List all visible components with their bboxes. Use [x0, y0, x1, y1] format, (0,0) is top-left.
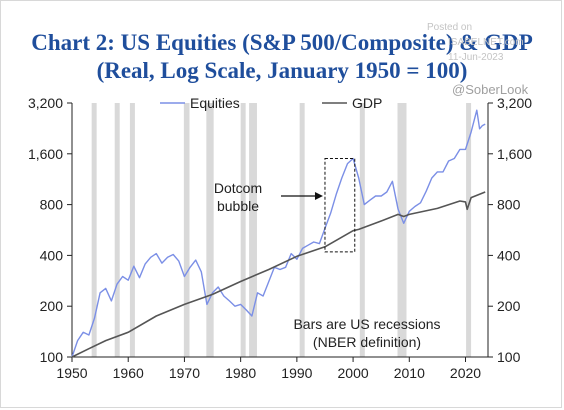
recession-bar-7: [249, 103, 257, 357]
recession-bar-9: [359, 103, 365, 357]
x-tick-label: 2000: [338, 365, 369, 381]
watermark-posted: Posted on: [427, 22, 473, 33]
dotcom-arrowhead: [314, 191, 323, 200]
y-tick-label-left: 800: [40, 197, 64, 213]
y-tick-label-right: 200: [497, 298, 521, 314]
y-tick-label-left: 100: [40, 349, 64, 365]
y-tick-label-right: 1,600: [497, 146, 532, 162]
chart-subtitle: (Real, Log Scale, January 1950 = 100): [96, 58, 468, 83]
dotcom-label: Dotcom: [214, 180, 262, 196]
dotcom-label: bubble: [217, 198, 259, 214]
recession-bar-6: [240, 103, 246, 357]
x-tick-label: 1960: [113, 365, 144, 381]
y-tick-label-right: 800: [497, 197, 521, 213]
y-tick-label-left: 200: [40, 298, 64, 314]
recession-bar-10: [397, 103, 407, 357]
x-tick-label: 1970: [169, 365, 200, 381]
y-tick-label-left: 1,600: [28, 146, 63, 162]
y-tick-label-left: 3,200: [28, 95, 63, 111]
dotcom-box: [324, 158, 356, 253]
recession-bar-3: [129, 103, 135, 357]
chart-title: Chart 2: US Equities (S&P 500/Composite)…: [31, 30, 533, 55]
x-tick-label: 2020: [450, 365, 481, 381]
recession-note: Bars are US recessions: [293, 316, 440, 332]
recession-bar-2: [114, 103, 120, 357]
x-tick-label: 1990: [281, 365, 312, 381]
recession-bar-5: [206, 103, 214, 357]
watermark-site: ISABELNET.com: [448, 37, 524, 48]
legend-label-gdp: GDP: [352, 95, 382, 111]
gdp-line: [71, 191, 486, 358]
recession-note: (NBER definition): [313, 334, 421, 350]
x-tick-label: 1950: [56, 365, 87, 381]
recession-bar-1: [91, 103, 97, 357]
recession-bar-8: [299, 103, 305, 357]
y-tick-label-right: 3,200: [497, 95, 532, 111]
equities-line: [71, 109, 486, 358]
recession-bar-11: [466, 103, 472, 357]
watermark-date: 11-Jun-2023: [448, 52, 504, 63]
y-tick-label-right: 400: [497, 247, 521, 263]
recession-bar-4: [183, 103, 190, 357]
x-tick-label: 2010: [394, 365, 425, 381]
y-tick-label-left: 400: [40, 247, 64, 263]
y-tick-label-right: 100: [497, 349, 521, 365]
legend-label-equities: Equities: [190, 95, 240, 111]
x-tick-label: 1980: [225, 365, 256, 381]
watermark-handle: @SoberLook: [452, 82, 529, 97]
